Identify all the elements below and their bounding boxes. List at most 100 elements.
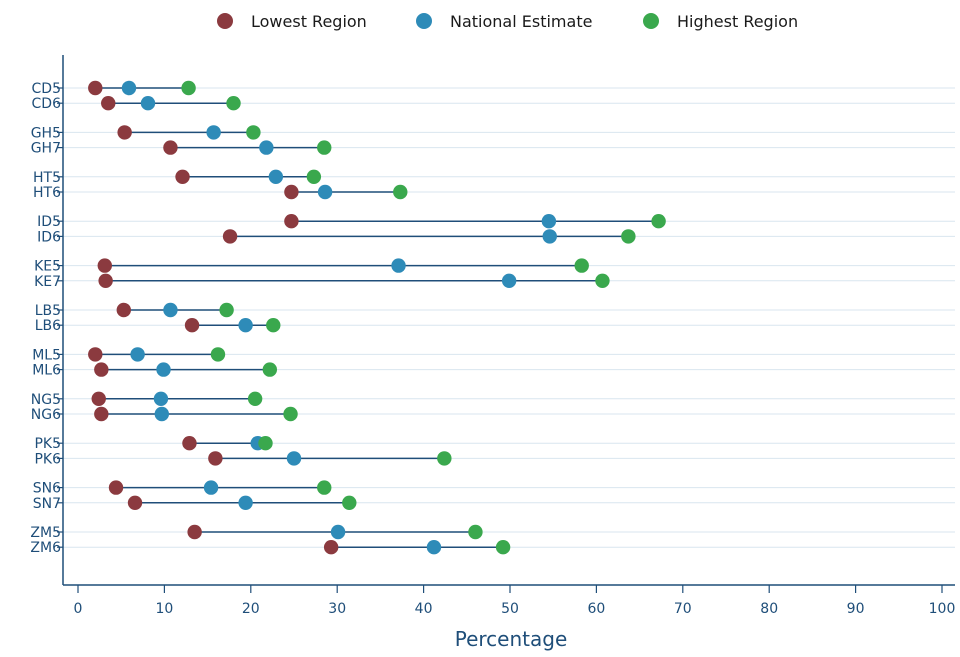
x-tick-label: 70: [674, 601, 692, 617]
dot-highest-HT6: [393, 184, 408, 200]
dot-lowest-ZM6: [323, 540, 339, 555]
dot-national-ZM5: [330, 524, 346, 540]
category-label-CD5: CD5: [32, 81, 61, 97]
dot-national-NG5: [153, 391, 169, 406]
legend-label-lowest: Lowest Region: [251, 12, 367, 31]
x-tick-label: 30: [328, 601, 346, 617]
category-label-ML5: ML5: [32, 347, 61, 363]
dot-lowest-PK6: [208, 451, 223, 466]
dot-national-GH5: [206, 125, 221, 140]
dot-highest-CD5: [181, 80, 196, 96]
category-label-HT6: HT6: [33, 185, 61, 201]
dot-national-ML6: [156, 362, 171, 377]
category-label-GH5: GH5: [31, 125, 61, 141]
category-label-SN7: SN7: [33, 496, 61, 512]
dot-highest-GH7: [317, 140, 332, 155]
legend-marker-lowest: [217, 13, 233, 29]
dot-lowest-ML5: [88, 347, 103, 362]
x-tick-label: 10: [155, 601, 173, 617]
dot-national-CD6: [140, 96, 156, 111]
gridlines: [57, 87, 955, 548]
x-ticks: 0 10 20 30 40 50 60 70 80 90 100: [74, 585, 956, 617]
dot-highest-LB6: [266, 318, 281, 333]
category-label-LB6: LB6: [35, 318, 61, 334]
category-label-ID5: ID5: [37, 214, 61, 230]
dot-lowest-CD6: [101, 96, 116, 111]
dot-highest-HT5: [306, 169, 322, 184]
dot-highest-ID5: [651, 214, 666, 229]
category-label-KE5: KE5: [34, 259, 61, 275]
dot-national-LB6: [238, 318, 253, 333]
dot-lowest-PK5: [182, 436, 197, 451]
x-tick-label: 90: [847, 601, 865, 617]
dot-national-ID6: [542, 229, 557, 244]
category-label-PK5: PK5: [34, 436, 61, 452]
category-label-KE7: KE7: [34, 274, 61, 290]
dot-highest-ZM5: [468, 524, 483, 540]
dot-lowest-SN7: [127, 495, 143, 510]
x-tick-label: 40: [415, 601, 433, 617]
dot-national-GH7: [259, 140, 274, 155]
x-tick-label: 50: [501, 601, 519, 617]
legend: Lowest Region National Estimate Highest Re…: [217, 12, 798, 31]
dot-lowest-LB5: [116, 302, 131, 318]
dot-lowest-KE7: [98, 273, 113, 288]
dot-national-KE7: [501, 273, 517, 288]
category-label-ZM5: ZM5: [30, 525, 61, 541]
dot-lowest-NG5: [91, 391, 106, 406]
legend-label-highest: Highest Region: [677, 12, 798, 31]
category-label-NG6: NG6: [31, 407, 61, 423]
legend-marker-highest: [643, 13, 659, 29]
dot-highest-KE7: [595, 273, 610, 288]
dot-highest-CD6: [226, 96, 241, 111]
dot-highest-NG5: [247, 391, 263, 406]
legend-label-national: National Estimate: [450, 12, 592, 31]
category-label-PK6: PK6: [34, 451, 61, 467]
dot-national-KE5: [391, 258, 406, 273]
dot-highest-ML5: [210, 347, 226, 362]
x-tick-label: 80: [760, 601, 778, 617]
x-tick-label: 100: [929, 601, 956, 617]
dot-national-CD5: [121, 80, 137, 96]
dot-national-HT5: [268, 169, 284, 184]
dot-national-SN7: [238, 495, 253, 510]
dot-highest-LB5: [219, 302, 234, 318]
dot-highest-PK6: [437, 451, 452, 466]
dot-highest-PK5: [258, 436, 273, 451]
dot-national-LB5: [163, 302, 178, 318]
dot-lowest-GH5: [117, 125, 132, 140]
axes: [62, 55, 955, 586]
category-label-GH7: GH7: [31, 141, 61, 157]
dot-lowest-ZM5: [187, 524, 202, 540]
dot-lowest-CD5: [88, 80, 103, 96]
dot-lowest-KE5: [97, 258, 112, 273]
dot-national-ZM6: [426, 540, 442, 555]
dot-lowest-NG6: [94, 406, 109, 422]
dot-national-PK6: [286, 451, 302, 466]
category-label-CD6: CD6: [32, 96, 62, 112]
dot-national-NG6: [154, 406, 170, 422]
category-label-ML6: ML6: [32, 363, 61, 379]
legend-marker-national: [416, 13, 432, 29]
dot-highest-KE5: [574, 258, 589, 273]
dot-lowest-HT6: [284, 184, 299, 200]
category-label-HT5: HT5: [33, 170, 61, 186]
dot-highest-NG6: [283, 406, 298, 422]
dot-highest-ZM6: [495, 540, 511, 555]
dot-national-SN6: [203, 480, 219, 495]
dot-national-HT6: [317, 184, 333, 200]
x-tick-label: 20: [242, 601, 260, 617]
category-label-ZM6: ZM6: [30, 540, 61, 556]
dot-lowest-LB6: [184, 318, 200, 333]
x-tick-label: 60: [587, 601, 605, 617]
dot-national-ID5: [541, 214, 557, 229]
dot-lowest-ID5: [284, 214, 299, 229]
category-label-LB5: LB5: [35, 303, 61, 319]
dot-lowest-GH7: [163, 140, 178, 155]
data-rows: [88, 80, 666, 555]
dot-lowest-ID6: [222, 229, 238, 244]
category-label-NG5: NG5: [31, 392, 61, 408]
category-label-ID6: ID6: [37, 229, 61, 245]
